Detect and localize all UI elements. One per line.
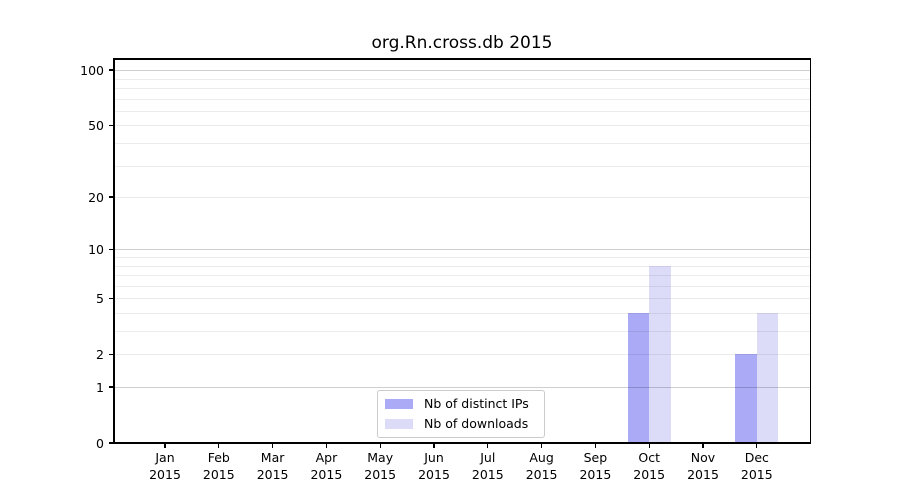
gridline-minor: [114, 78, 810, 80]
x-tick-mark: [756, 443, 758, 448]
y-tick-label: 1: [96, 379, 104, 395]
x-tick-mark: [433, 443, 435, 448]
y-tick-mark: [109, 248, 113, 250]
x-tick-label-may: May 2015: [364, 450, 397, 482]
y-tick-label: 50: [88, 117, 104, 133]
x-tick-mark: [271, 443, 274, 448]
gridline-minor: [114, 88, 810, 90]
gridline-major: [114, 387, 810, 388]
chart-title: org.Rn.cross.db 2015: [371, 33, 553, 53]
x-tick-mark: [540, 443, 543, 448]
y-tick-mark: [109, 297, 113, 299]
gridline-minor: [114, 143, 810, 145]
gridline-minor: [114, 298, 810, 300]
gridline-minor: [114, 110, 810, 112]
legend-item-downloads: Nb of downloads: [385, 415, 544, 433]
x-tick-label-feb: Feb 2015: [202, 450, 235, 482]
y-tick-label: 20: [88, 189, 104, 205]
x-tick-mark: [164, 443, 166, 448]
gridline-minor: [114, 285, 810, 287]
y-tick-label: 0: [96, 435, 104, 451]
x-tick-label-jun: Jun 2015: [418, 450, 450, 482]
gridline-minor: [114, 98, 810, 100]
y-tick-label: 5: [96, 290, 104, 306]
x-tick-label-nov: Nov 2015: [687, 450, 719, 482]
gridline-major: [114, 249, 810, 251]
bar-dec-distinct-ips: [735, 354, 757, 443]
x-tick-mark: [325, 443, 328, 448]
legend-label-downloads: Nb of downloads: [424, 416, 529, 431]
x-tick-label-mar: Mar 2015: [256, 450, 289, 482]
y-tick-label: 100: [80, 62, 104, 78]
y-tick-label: 10: [88, 241, 104, 257]
gridline-minor: [114, 257, 810, 258]
x-tick-mark: [648, 443, 650, 448]
gridline-minor: [114, 197, 810, 199]
y-tick-mark: [109, 196, 113, 198]
legend-label-distinct-ips: Nb of distinct IPs: [424, 396, 529, 411]
plot-spine-bottom: [113, 442, 811, 444]
x-tick-mark: [487, 443, 489, 448]
legend-swatch-distinct-ips: [385, 399, 413, 409]
x-tick-label-apr: Apr 2015: [310, 450, 343, 482]
x-tick-label-oct: Oct 2015: [633, 450, 666, 482]
x-tick-label-sep: Sep 2015: [579, 450, 612, 482]
y-tick-mark: [109, 442, 113, 444]
y-tick-mark: [109, 386, 113, 388]
gridline-minor: [114, 275, 810, 277]
x-tick-label-dec: Dec 2015: [740, 450, 773, 482]
legend-swatch-downloads: [385, 419, 413, 429]
x-tick-mark: [218, 443, 220, 448]
bar-oct-distinct-ips: [627, 312, 650, 443]
y-tick-label: 2: [96, 346, 104, 362]
legend: Nb of distinct IPs Nb of downloads: [377, 390, 545, 438]
gridline-minor: [114, 125, 810, 127]
x-tick-mark: [702, 443, 704, 448]
x-tick-mark: [594, 443, 597, 448]
plot-spine-left: [113, 58, 115, 444]
plot-spine-right: [809, 58, 811, 444]
x-tick-label-jul: Jul 2015: [471, 450, 504, 482]
gridline-minor: [114, 354, 810, 356]
gridline-minor: [114, 331, 810, 333]
bar-dec-downloads: [756, 312, 779, 443]
x-tick-label-jan: Jan 2015: [149, 450, 181, 482]
gridline-minor: [114, 265, 810, 267]
x-tick-mark: [379, 443, 381, 448]
gridline-minor: [114, 165, 810, 167]
y-tick-mark: [109, 69, 113, 71]
legend-item-distinct-ips: Nb of distinct IPs: [385, 395, 544, 413]
bar-oct-downloads: [649, 265, 671, 443]
x-tick-label-aug: Aug 2015: [525, 450, 558, 482]
y-tick-mark: [109, 124, 113, 127]
y-tick-mark: [109, 353, 113, 355]
plot-spine-top: [113, 58, 811, 60]
gridline-minor: [114, 312, 810, 314]
gridline-major: [114, 70, 810, 72]
